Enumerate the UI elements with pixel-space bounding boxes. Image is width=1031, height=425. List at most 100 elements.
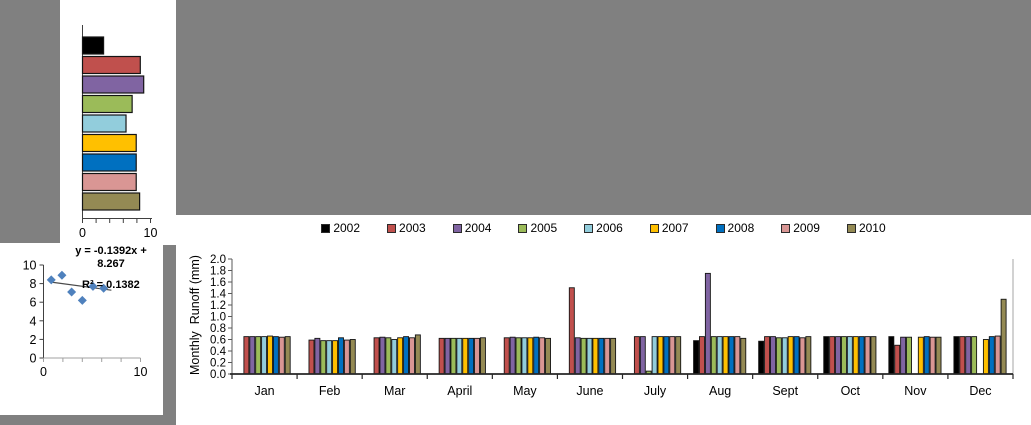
bar-2007-Jan [267,335,273,375]
bar-2007-Oct [852,336,859,375]
month-label-Aug: Aug [709,384,731,398]
annual-x-tick-label: 0 [79,226,86,240]
bar-2007-May [527,337,534,375]
scatter-point [88,281,98,291]
bar-2003-Aug [699,336,705,375]
bar-2004-July [639,336,646,375]
bar-2004-Dec [965,336,972,375]
month-label-Nov: Nov [904,384,927,398]
monthly-y-tick-label: 0.6 [210,335,226,347]
legend-swatch-2007 [649,223,659,233]
legend-label: 2009 [793,221,820,235]
bar-2010-Mar [414,334,421,375]
annual-bar-2005 [81,94,133,114]
legend-swatch-2005 [518,223,528,233]
bar-2005-April [450,337,457,375]
bar-2006-May [521,337,528,375]
bar-2004-Aug [704,272,711,375]
month-label-April: April [447,384,472,398]
annual-x-tick-label: 10 [144,226,158,240]
legend-label: 2005 [530,221,558,235]
month-label-Dec: Dec [969,384,991,398]
bar-2005-Feb [320,340,327,375]
bar-2010-June [610,337,617,375]
chart-legend: 2002 2003 2004 2005 2006 2007 2008 2009 2010 [176,221,1031,235]
monthly-y-tick-label: 1.6 [210,277,226,289]
monthly-y-tick-label: 0.0 [210,369,226,381]
monthly-y-tick-label: 1.0 [210,312,226,324]
bar-2004-Sept [770,336,776,375]
legend-item-2003: 2003 [387,221,426,235]
bar-2008-Feb [338,337,344,375]
bar-2005-Oct [840,336,847,375]
month-label-Sept: Sept [772,384,798,398]
legend-label: 2006 [596,221,623,235]
legend-item-2008: 2008 [715,221,754,235]
bar-2008-April [468,337,475,375]
scatter-point [77,295,87,305]
bar-2005-Jan [255,336,262,375]
legend-item-2005: 2005 [518,221,557,235]
month-group-Sept [758,336,812,375]
bar-2005-Aug [710,336,717,375]
legend-swatch-2006 [584,223,594,233]
bar-2003-April [438,337,445,375]
scatter-point [99,283,109,293]
month-group-Oct [823,336,877,375]
scatter-x-tick-label: 0 [40,365,47,379]
bar-2007-Sept [787,336,794,375]
legend-swatch-2002 [321,223,331,233]
bar-2007-July [657,336,664,375]
month-group-Aug [693,272,747,375]
month-label-June: June [576,384,603,398]
bar-2003-Oct [829,336,836,375]
bar-2007-Dec [982,339,989,375]
bar-2006-April [456,337,463,375]
bar-2003-July [633,336,640,375]
monthly-y-tick-label: 0.8 [210,323,226,335]
annual-bar-2007 [81,133,137,153]
bar-2009-Jan [278,336,285,375]
bar-2007-Mar [397,337,404,375]
month-group-July [633,336,682,375]
bar-2006-Jan [261,336,268,375]
month-label-Oct: Oct [841,384,861,398]
bar-2006-Mar [391,339,398,375]
legend-label: 2003 [399,221,426,235]
scatter-y-tick-label: 4 [30,314,37,328]
legend-item-2006: 2006 [584,221,623,235]
bar-2007-Feb [332,340,339,375]
scatter-point [67,287,77,297]
legend-label: 2002 [333,221,361,235]
bar-2010-Dec [1000,298,1007,375]
annual-bar-2002 [81,36,105,55]
bar-2002-Dec [953,336,960,375]
bar-2004-May [509,336,516,375]
bar-2008-Mar [403,336,410,375]
bar-2009-June [604,337,611,375]
bar-2003-June [568,287,575,375]
bar-2003-Dec [959,336,966,375]
bar-2006-Aug [716,336,723,375]
bar-2005-Nov [906,336,912,375]
bar-2004-Oct [835,336,841,375]
trendline-equation-line1: y = -0.1392x + [75,245,147,257]
monthly-runoff-chart: 0.00.20.40.60.81.01.21.41.61.82.0 Jan Feb M… [210,254,1014,398]
bar-2008-May [533,336,540,375]
legend-swatch-2008 [715,223,725,233]
bar-2008-July [663,336,670,375]
month-group-April [438,337,486,375]
bar-2006-Sept [781,337,788,375]
scatter-point [57,270,67,280]
annual-bar-chart: 0 10 [79,25,158,240]
bar-2010-Feb [349,339,356,375]
bar-2002-Oct [823,336,830,375]
bar-2004-Jan [249,336,256,375]
bar-2007-April [462,337,469,375]
bar-2003-May [503,337,510,375]
bar-2005-May [515,337,522,375]
bar-2003-Mar [373,337,380,375]
annual-bar-chart-panel: 0 10 [60,0,176,245]
monthly-runoff-chart-panel: 2002 2003 2004 2005 2006 2007 2008 2009 2010 Mon… [176,215,1031,425]
scatter-chart-panel: y = -0.1392x + 8.267 R² = 0.1382 0 2 4 6 8 10… [0,243,163,415]
